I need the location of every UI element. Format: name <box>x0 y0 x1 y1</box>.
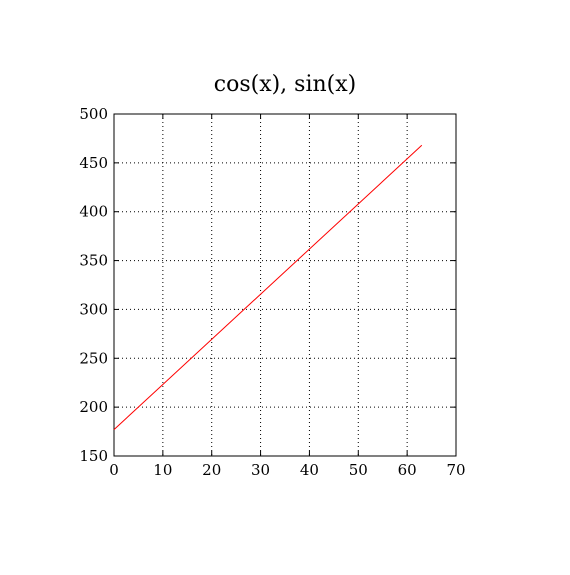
y-tick-label: 500 <box>79 105 108 123</box>
chart-title: cos(x), sin(x) <box>214 72 356 97</box>
series-layer <box>114 145 422 429</box>
y-tick-label: 400 <box>79 203 108 221</box>
x-tick-label: 30 <box>251 461 270 479</box>
x-tick-label: 60 <box>398 461 417 479</box>
y-tick-label: 450 <box>79 154 108 172</box>
grid-lines <box>114 114 456 456</box>
y-tick-label: 150 <box>79 447 108 465</box>
y-tick-label: 350 <box>79 252 108 270</box>
y-tick-label: 200 <box>79 398 108 416</box>
series-line <box>114 145 422 429</box>
x-tick-label: 70 <box>446 461 465 479</box>
x-tick-label: 20 <box>202 461 221 479</box>
x-tick-label: 50 <box>349 461 368 479</box>
x-tick-label: 0 <box>109 461 119 479</box>
x-tick-label: 10 <box>153 461 172 479</box>
y-tick-label: 250 <box>79 349 108 367</box>
plot-frame <box>114 114 456 456</box>
y-tick-label: 300 <box>79 300 108 318</box>
x-tick-label: 40 <box>300 461 319 479</box>
